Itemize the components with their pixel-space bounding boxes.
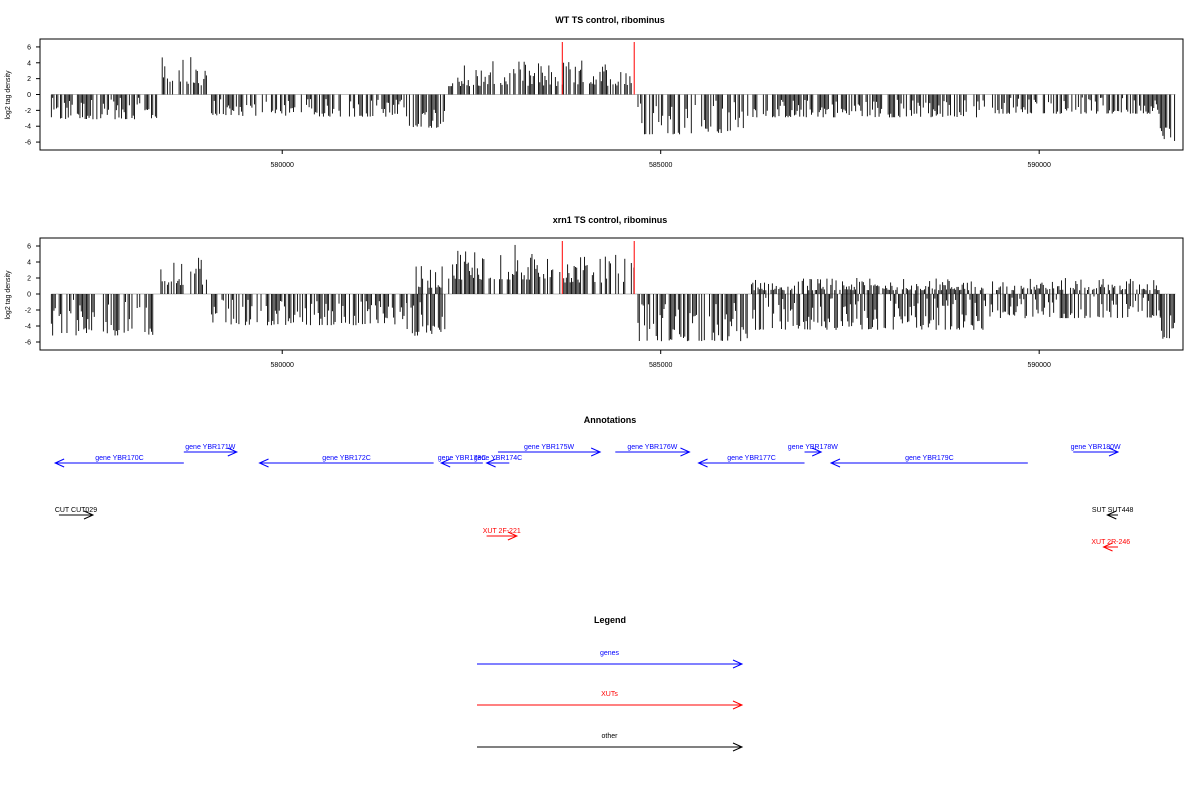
annotation-arrow-head: [83, 510, 95, 520]
annotation-arrow-head: [697, 458, 708, 468]
wt-track-title: WT TS control, ribominus: [555, 15, 665, 25]
annotation-label: XUT 2F-221: [483, 528, 521, 535]
annotation-feature: gene YBR172C: [258, 455, 434, 468]
annotation-feature: gene YBR170C: [53, 455, 184, 468]
annotation-label: gene YBR179C: [905, 455, 954, 462]
wt-track-panel: WT TS control, ribominus log2 tag densit…: [5, 15, 1184, 169]
xrn1-y-tick-label: 2: [27, 276, 31, 283]
annotation-label: gene YBR180W: [1071, 444, 1121, 451]
legend-label: XUTs: [601, 691, 618, 698]
annotation-feature: CUT CUT029: [55, 507, 97, 520]
wt-density-bars: [50, 57, 1176, 141]
annotation-feature: gene YBR174C: [474, 455, 523, 468]
xrn1-density-bars: [50, 244, 1176, 342]
annotation-arrow-head: [811, 447, 823, 457]
legend-label: other: [602, 733, 619, 740]
wt-y-axis: 6 4 2 0 -2 -4 -6: [25, 44, 40, 147]
xrn1-x-tick-label: 580000: [271, 362, 294, 369]
xrn1-track-title: xrn1 TS control, ribominus: [553, 215, 668, 225]
xrn1-x-axis: 580000 585000 590000: [271, 350, 1051, 369]
annotation-feature: gene YBR180W: [1071, 444, 1121, 457]
annotation-arrow-head: [680, 447, 691, 457]
annotation-feature: gene YBR173C: [438, 455, 487, 468]
xrn1-x-tick-label: 585000: [649, 362, 672, 369]
xrn1-y-tick-label: -6: [25, 340, 31, 347]
legend-arrow-head: [732, 700, 744, 710]
annotation-feature: gene YBR179C: [829, 455, 1028, 468]
annotation-arrow-head: [1106, 510, 1117, 520]
annotation-label: gene YBR175W: [524, 444, 574, 451]
annotation-arrow-head: [1108, 447, 1120, 457]
annotation-feature: XUT 2F-221: [483, 528, 521, 541]
wt-y-tick-label: -2: [25, 108, 31, 115]
annotation-label: gene YBR171W: [185, 444, 235, 451]
xrn1-y-tick-label: 0: [27, 292, 31, 299]
xrn1-y-axis: 6 4 2 0 -2 -4 -6: [25, 244, 40, 347]
wt-x-axis: 580000 585000 590000: [271, 150, 1051, 169]
annotation-features: gene YBR170C gene YBR171W gene YBR172C gene…: [53, 444, 1134, 552]
legend-item: genes: [477, 650, 744, 669]
xrn1-y-tick-label: -2: [25, 308, 31, 315]
annotation-feature: XUT 2R-246: [1091, 539, 1130, 552]
wt-marker-lines: [561, 42, 635, 95]
xrn1-x-tick-label: 590000: [1027, 362, 1050, 369]
wt-y-tick-label: -6: [25, 140, 31, 147]
annotation-arrow-head: [258, 458, 269, 468]
annotation-arrow-head: [829, 458, 841, 468]
annotation-label: SUT SUT448: [1092, 507, 1134, 514]
annotations-title: Annotations: [584, 415, 637, 425]
xrn1-marker-lines: [561, 241, 635, 294]
xrn1-track-panel: xrn1 TS control, ribominus log2 tag dens…: [5, 215, 1184, 369]
annotation-label: gene YBR172C: [322, 455, 371, 462]
annotation-label: CUT CUT029: [55, 507, 97, 514]
wt-y-tick-label: -4: [25, 124, 31, 131]
legend-panel: Legend genes XUTs other: [477, 615, 744, 752]
annotation-feature: gene YBR176W: [615, 444, 691, 457]
annotation-label: gene YBR177C: [727, 455, 776, 462]
annotation-label: gene YBR170C: [95, 455, 144, 462]
annotation-arrow-head: [227, 447, 239, 457]
legend-arrow-head: [732, 742, 744, 752]
annotation-arrow-head: [507, 531, 519, 541]
annotation-feature: SUT SUT448: [1092, 507, 1134, 520]
wt-y-tick-label: 0: [27, 92, 31, 99]
legend-arrow-head: [732, 659, 744, 669]
annotation-label: XUT 2R-246: [1091, 539, 1130, 546]
legend-label: genes: [600, 650, 620, 657]
xrn1-y-tick-label: 6: [27, 244, 31, 251]
wt-y-tick-label: 4: [27, 60, 31, 67]
legend-items: genes XUTs other: [477, 650, 744, 752]
wt-y-tick-label: 2: [27, 76, 31, 83]
annotation-label: gene YBR176W: [627, 444, 677, 451]
annotation-label: gene YBR174C: [474, 455, 523, 462]
xrn1-y-tick-label: 4: [27, 260, 31, 267]
annotation-feature: gene YBR177C: [697, 455, 805, 468]
wt-y-axis-label: log2 tag density: [5, 70, 12, 120]
legend-item: other: [477, 733, 744, 752]
wt-x-tick-label: 590000: [1027, 162, 1050, 169]
xrn1-y-tick-label: -4: [25, 324, 31, 331]
annotation-feature: gene YBR175W: [497, 444, 602, 457]
annotation-arrow-head: [53, 458, 65, 468]
wt-x-tick-label: 580000: [271, 162, 294, 169]
annotation-feature: gene YBR178W: [788, 444, 838, 457]
annotation-arrow-head: [1102, 542, 1113, 552]
legend-item: XUTs: [477, 691, 744, 710]
annotation-arrow-head: [590, 447, 602, 457]
annotation-feature: gene YBR171W: [183, 444, 239, 457]
xrn1-y-axis-label: log2 tag density: [5, 270, 12, 320]
wt-y-tick-label: 6: [27, 44, 31, 51]
annotation-arrow-head: [485, 458, 496, 468]
wt-x-tick-label: 585000: [649, 162, 672, 169]
legend-title: Legend: [594, 615, 626, 625]
annotation-label: gene YBR173C: [438, 455, 487, 462]
annotation-label: gene YBR178W: [788, 444, 838, 451]
annotation-arrow-head: [439, 458, 451, 468]
